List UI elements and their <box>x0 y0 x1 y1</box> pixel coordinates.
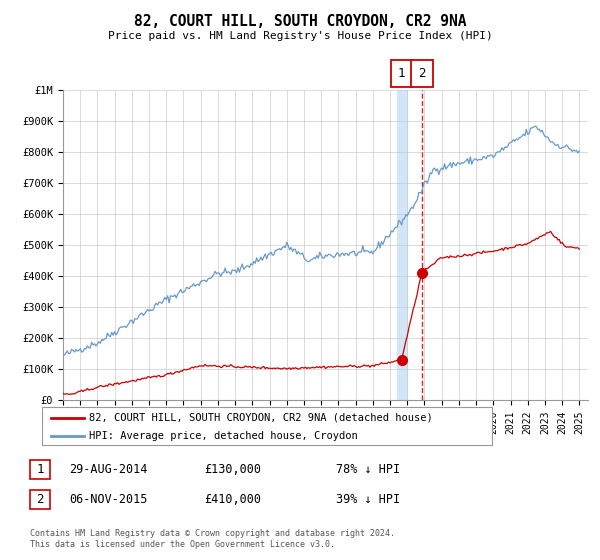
Text: 82, COURT HILL, SOUTH CROYDON, CR2 9NA (detached house): 82, COURT HILL, SOUTH CROYDON, CR2 9NA (… <box>89 413 433 423</box>
Text: 82, COURT HILL, SOUTH CROYDON, CR2 9NA: 82, COURT HILL, SOUTH CROYDON, CR2 9NA <box>134 14 466 29</box>
Text: 1: 1 <box>398 67 405 80</box>
Text: 2: 2 <box>37 493 44 506</box>
Text: £130,000: £130,000 <box>204 463 261 476</box>
Text: £410,000: £410,000 <box>204 493 261 506</box>
Text: 1: 1 <box>37 463 44 476</box>
Text: 39% ↓ HPI: 39% ↓ HPI <box>336 493 400 506</box>
Text: HPI: Average price, detached house, Croydon: HPI: Average price, detached house, Croy… <box>89 431 358 441</box>
Text: 06-NOV-2015: 06-NOV-2015 <box>69 493 148 506</box>
Text: Price paid vs. HM Land Registry's House Price Index (HPI): Price paid vs. HM Land Registry's House … <box>107 31 493 41</box>
Text: 29-AUG-2014: 29-AUG-2014 <box>69 463 148 476</box>
Text: Contains HM Land Registry data © Crown copyright and database right 2024.
This d: Contains HM Land Registry data © Crown c… <box>30 529 395 549</box>
Text: 78% ↓ HPI: 78% ↓ HPI <box>336 463 400 476</box>
Text: 2: 2 <box>418 67 425 80</box>
